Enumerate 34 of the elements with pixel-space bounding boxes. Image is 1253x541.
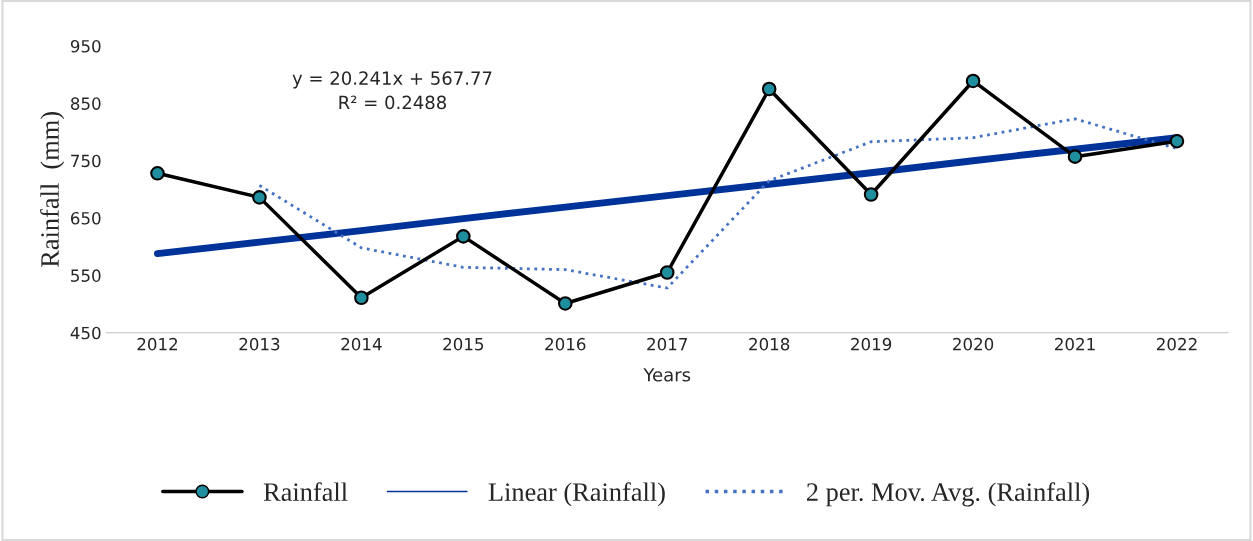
x-tick-label: 2018 (749, 337, 790, 351)
y-tick-label: 550 (71, 269, 101, 282)
x-tick-label: 2015 (443, 337, 484, 351)
point (659, 265, 675, 280)
x-tick-label: 2013 (239, 337, 280, 351)
y-tick-label: 950 (70, 39, 101, 53)
legend-label: 2 per. Mov. Avg. (Rainfall) (806, 482, 1090, 507)
annotation: y = 20.241x + 567.77 R² = 0.2488 (292, 71, 492, 110)
point (557, 296, 573, 311)
x-tick-label: 2019 (851, 337, 892, 351)
y-axis-title: Rainfall (mm) (40, 112, 65, 267)
point (1169, 133, 1185, 149)
point (252, 190, 267, 205)
y-tick-label: 750 (71, 154, 101, 168)
point (1067, 149, 1083, 164)
y-tick-label: 650 (71, 211, 101, 225)
x-tick-label: 2014 (341, 337, 382, 351)
x-tick-label: 2012 (137, 337, 178, 351)
x-tick-label: 2017 (647, 337, 688, 351)
x-tick-label: 2022 (1156, 337, 1197, 351)
point (150, 166, 165, 181)
x-tick-label: 2021 (1055, 337, 1095, 351)
point (965, 73, 981, 89)
point (354, 290, 369, 306)
y-tick-label: 450 (70, 326, 101, 340)
legend-label: Linear (Rainfall) (488, 482, 665, 507)
legend-label: Rainfall (263, 482, 348, 501)
x-tick-label: 2016 (545, 337, 586, 351)
point (863, 187, 879, 202)
point (761, 81, 777, 97)
x-tick-label: 2020 (953, 337, 994, 351)
point (456, 229, 471, 244)
x-axis-title: Years (643, 368, 691, 382)
y-tick-label: 850 (70, 97, 101, 110)
